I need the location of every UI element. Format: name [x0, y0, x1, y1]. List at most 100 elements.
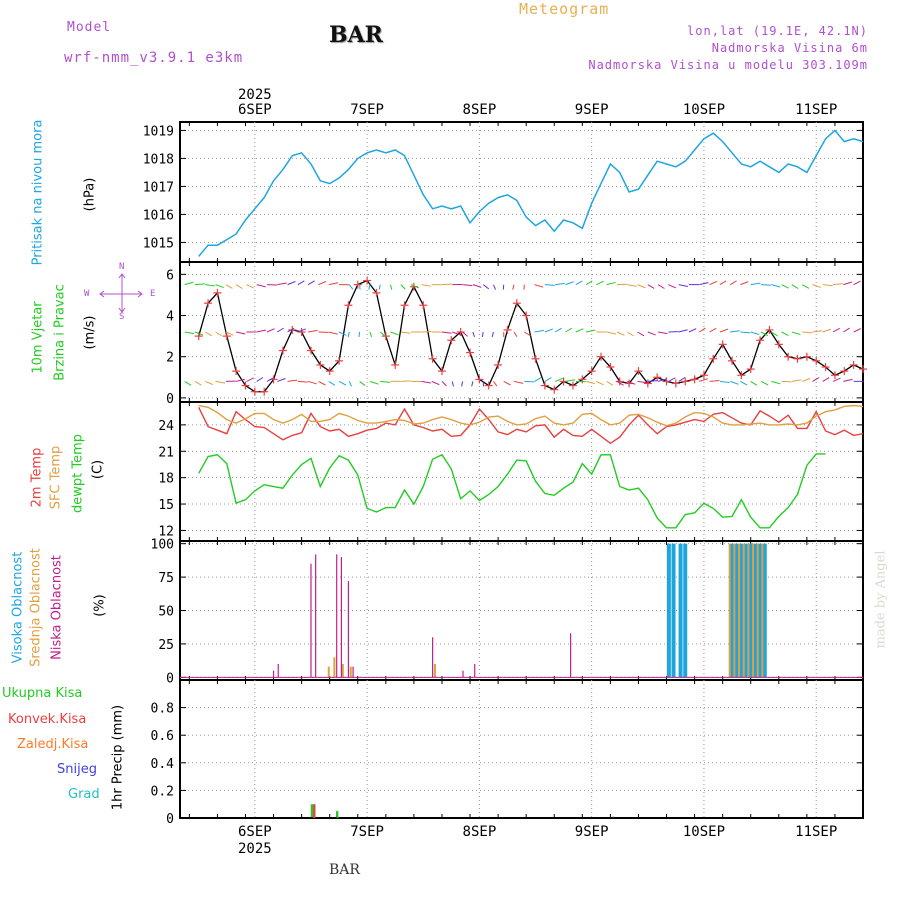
- pressure-line: [198, 129, 864, 257]
- wind-direction-arrow: [699, 378, 708, 382]
- ytick-label-pressure: 1019: [143, 124, 174, 139]
- wind-direction-arrow: [277, 378, 286, 382]
- wind-direction-arrow: [431, 380, 440, 386]
- bottom-day-label: 6SEP: [238, 824, 272, 840]
- wind-direction-arrow: [719, 328, 729, 333]
- wind-direction-arrow: [843, 378, 853, 382]
- precip-bar-0: [310, 804, 314, 818]
- wind-direction-arrow: [781, 331, 789, 337]
- precip-bar-0: [335, 811, 339, 818]
- top-day-label: 6SEP: [238, 102, 272, 118]
- wind-direction-arrow: [544, 377, 552, 382]
- wind-direction-arrow: [668, 284, 677, 289]
- cloud-bar-2: [340, 557, 342, 678]
- wind-direction-arrow: [627, 380, 636, 385]
- wind-direction-arrow: [328, 331, 338, 335]
- wind-direction-arrow: [369, 380, 379, 385]
- wind-direction-arrow: [626, 331, 634, 337]
- footer-station: BAR: [329, 862, 360, 878]
- wind-direction-arrow: [791, 331, 801, 336]
- wind-direction-arrow: [348, 381, 352, 387]
- wind-direction-arrow: [812, 377, 820, 382]
- compass-west: W: [84, 289, 90, 299]
- ytick-label-pressure: 1015: [143, 236, 174, 251]
- wind-direction-arrow: [729, 280, 737, 286]
- wind-direction-arrow: [606, 380, 614, 386]
- wind-direction-arrow: [308, 329, 318, 333]
- wind-direction-arrow: [688, 377, 697, 382]
- wind-direction-arrow: [421, 284, 431, 287]
- wind-direction-arrow: [256, 329, 267, 333]
- wind-direction-arrow: [390, 331, 399, 336]
- wind-direction-arrow: [472, 284, 482, 288]
- wind-direction-arrow: [378, 284, 381, 290]
- ytick-label-wind: 2: [166, 351, 174, 366]
- hail-label: Grad: [68, 787, 100, 802]
- cloud-bar-1: [349, 666, 352, 678]
- wind-direction-arrow: [709, 380, 720, 382]
- wind-direction-arrow: [647, 284, 655, 289]
- wind-direction-arrow: [750, 282, 761, 286]
- cloud-bar-2: [347, 581, 350, 678]
- wind-direction-arrow: [359, 381, 366, 386]
- wind-direction-arrow: [318, 380, 326, 386]
- wind-direction-arrow: [832, 377, 841, 382]
- wind-direction-arrow: [709, 280, 718, 286]
- wind-direction-arrow: [472, 331, 475, 338]
- wind-speed-line: [198, 279, 864, 393]
- wind-direction-arrow: [287, 327, 295, 333]
- wind-direction-arrow: [688, 328, 697, 333]
- wind-direction-arrow: [534, 329, 545, 333]
- cloud-bar-0: [739, 543, 744, 678]
- wind-direction-arrow: [565, 327, 573, 333]
- wind-direction-arrow: [287, 281, 296, 286]
- wind-direction-arrow: [534, 377, 542, 382]
- wind-direction-arrow: [452, 331, 461, 336]
- cloud-bar-2: [352, 666, 354, 678]
- cloud-bar-0: [744, 543, 749, 678]
- wind-direction-arrow: [400, 331, 411, 334]
- wind-direction-arrow: [668, 377, 676, 382]
- wind-direction-arrow: [380, 380, 391, 383]
- wind-direction-arrow: [678, 284, 689, 288]
- ytick-label-wind: 0: [166, 392, 174, 407]
- ytick-label-temperature: 21: [158, 445, 174, 460]
- panel-frame-precipitation: [179, 679, 864, 819]
- cloud-bar-2: [272, 670, 275, 678]
- wind-direction-arrow: [647, 331, 656, 336]
- model-elevation-label: Nadmorska Visina u modelu 303.109m: [588, 58, 868, 72]
- cloud-bar-1: [747, 543, 750, 678]
- top-day-label: 11SEP: [795, 102, 837, 118]
- wind-direction-arrow: [802, 331, 813, 334]
- cloud-bar-2: [474, 663, 476, 678]
- cloud-bar-1: [752, 543, 755, 678]
- cloud-bar-1: [341, 663, 344, 678]
- wind-direction-arrow: [585, 280, 593, 286]
- wind-direction-arrow: [627, 284, 637, 287]
- wind-direction-arrow: [215, 284, 224, 289]
- ytick-label-temperature: 12: [158, 524, 174, 539]
- wind-direction-arrow: [215, 331, 223, 337]
- ytick-label-temperature: 15: [158, 498, 174, 513]
- wind-direction-arrow: [297, 280, 305, 286]
- wind-direction-arrow: [225, 284, 233, 289]
- wind-direction-arrow: [308, 380, 317, 385]
- wind-direction-arrow: [512, 284, 515, 290]
- wind-direction-arrow: [347, 331, 350, 338]
- wind-direction-arrow: [832, 327, 840, 333]
- wind-direction-arrow: [277, 282, 287, 286]
- ytick-label-cloudiness: 25: [158, 638, 174, 653]
- wind-direction-arrow: [421, 380, 431, 384]
- wind-direction-arrow: [205, 380, 214, 385]
- wind-direction-arrow: [740, 331, 751, 334]
- wind-direction-arrow: [400, 284, 406, 290]
- freezing-rain-label: Zaledj.Kisa: [17, 737, 89, 752]
- wind-direction-arrow: [637, 284, 646, 289]
- wind-direction-arrow: [750, 331, 760, 336]
- bottom-day-label: 7SEP: [350, 824, 384, 840]
- wind-direction-arrow: [462, 331, 468, 337]
- cloud-bar-1: [742, 543, 745, 678]
- wind-direction-arrow: [760, 380, 769, 386]
- wind-direction-arrow: [297, 328, 306, 333]
- cloud-bar-0: [762, 543, 767, 678]
